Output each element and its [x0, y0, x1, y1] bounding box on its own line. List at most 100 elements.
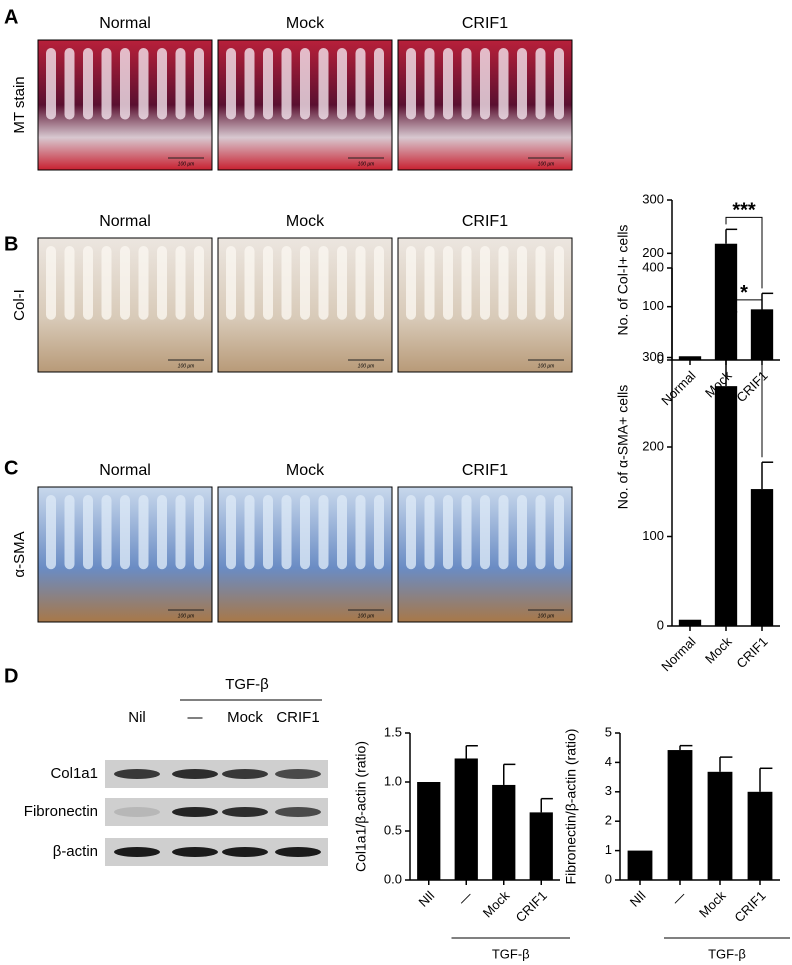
crypt [461, 48, 472, 120]
crypt [175, 495, 186, 570]
crypt [157, 48, 167, 120]
bar [529, 812, 553, 880]
crypt [120, 495, 130, 570]
bar [747, 791, 773, 880]
row-label: MT stain [11, 76, 28, 133]
crypt [138, 48, 149, 120]
crypt [194, 246, 204, 320]
y-tick-label: 3 [605, 783, 612, 798]
crypt [263, 495, 273, 570]
scale-bar-label: 100 μm [358, 613, 375, 619]
scale-bar-label: 100 μm [178, 161, 195, 167]
bar [714, 386, 738, 626]
x-tick-label: Normal [658, 368, 698, 408]
blot-band [275, 807, 321, 817]
crypt [83, 48, 93, 120]
y-tick-label: 4 [605, 754, 612, 769]
crypt [406, 48, 416, 120]
y-tick-label: 0 [605, 871, 612, 886]
row-label: Col-I [11, 289, 28, 321]
crypt [355, 48, 366, 120]
column-label: CRIF1 [462, 213, 508, 230]
x-tick-label: CRIF1 [733, 368, 770, 405]
crypt [554, 246, 564, 320]
crypt [535, 246, 546, 320]
y-tick-label: 0 [657, 351, 664, 366]
lane-label: Mock [227, 709, 263, 726]
bar [678, 619, 702, 626]
panel-letter: A [4, 6, 18, 28]
crypt [281, 495, 292, 570]
column-label: Mock [286, 213, 325, 230]
scale-bar-label: 100 μm [178, 363, 195, 369]
crypt [263, 48, 273, 120]
crypt [175, 246, 186, 320]
column-label: Normal [99, 213, 151, 230]
lane-label: CRIF1 [276, 709, 319, 726]
blot-band [275, 769, 321, 779]
crypt [138, 495, 149, 570]
column-label: CRIF1 [462, 15, 508, 32]
y-axis-title: No. of Col-I+ cells [615, 225, 631, 336]
blot-band [114, 807, 160, 817]
y-tick-label: 300 [642, 191, 664, 206]
x-tick-label: Mock [696, 888, 729, 921]
bar [454, 758, 478, 880]
bar [667, 750, 693, 880]
crypt [424, 246, 435, 320]
crypt [498, 246, 509, 320]
bar [750, 489, 774, 626]
crypt [64, 495, 75, 570]
crypt [318, 48, 329, 120]
panel-letter: B [4, 233, 18, 255]
crypt [281, 246, 292, 320]
y-axis-title: Col1a1/β-actin (ratio) [353, 741, 369, 872]
panel-letter: C [4, 457, 18, 479]
crypt [443, 495, 453, 570]
crypt [101, 48, 112, 120]
crypt [424, 48, 435, 120]
y-axis-title: No. of α-SMA+ cells [615, 385, 631, 509]
x-tick-label: Mock [480, 888, 513, 921]
y-tick-label: 5 [605, 724, 612, 739]
crypt [443, 246, 453, 320]
bar [492, 784, 516, 880]
blot-band [172, 807, 218, 817]
y-tick-label: 1 [605, 842, 612, 857]
scale-bar-label: 100 μm [538, 161, 555, 167]
x-tick-label: NIl [415, 888, 437, 910]
crypt [318, 246, 329, 320]
crypt [406, 495, 416, 570]
blot-row-label: Fibronectin [24, 803, 98, 820]
crypt [355, 246, 366, 320]
crypt [337, 48, 347, 120]
crypt [83, 246, 93, 320]
crypt [46, 48, 56, 120]
row-label: α-SMA [11, 531, 28, 577]
blot-band [172, 847, 218, 857]
group-label: TGF-β [708, 946, 746, 961]
crypt [157, 246, 167, 320]
lane-label: Nil [128, 709, 146, 726]
blot-row-label: β-actin [53, 843, 98, 860]
bar [627, 850, 653, 880]
column-label: CRIF1 [462, 462, 508, 479]
crypt [461, 246, 472, 320]
crypt [244, 246, 255, 320]
crypt [64, 48, 75, 120]
crypt [337, 246, 347, 320]
blot-band [222, 807, 268, 817]
significance-label: * [740, 282, 748, 304]
crypt [64, 246, 75, 320]
crypt [83, 495, 93, 570]
significance-bracket [725, 299, 763, 458]
crypt [194, 495, 204, 570]
x-tick-label: CRIF1 [731, 888, 768, 925]
crypt [355, 495, 366, 570]
y-tick-label: 300 [642, 349, 664, 364]
blot-band [172, 769, 218, 779]
crypt [194, 48, 204, 120]
crypt [226, 48, 236, 120]
y-tick-label: 1.5 [384, 724, 402, 739]
